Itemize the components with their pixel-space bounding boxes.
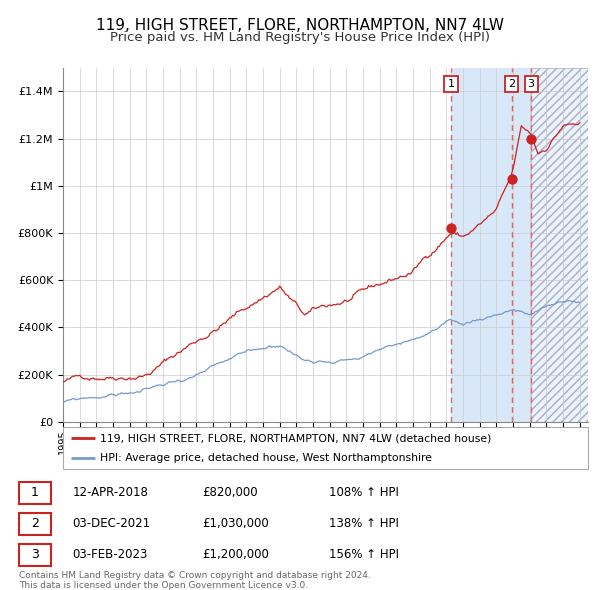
FancyBboxPatch shape [19,513,50,535]
Text: 2: 2 [31,517,38,530]
FancyBboxPatch shape [19,482,50,504]
Text: 119, HIGH STREET, FLORE, NORTHAMPTON, NN7 4LW: 119, HIGH STREET, FLORE, NORTHAMPTON, NN… [96,18,504,33]
Bar [531,68,588,422]
Text: 03-DEC-2021: 03-DEC-2021 [73,517,151,530]
Text: £820,000: £820,000 [202,486,258,499]
Point [446,224,456,233]
Text: 138% ↑ HPI: 138% ↑ HPI [329,517,398,530]
Text: HPI: Average price, detached house, West Northamptonshire: HPI: Average price, detached house, West… [100,453,432,463]
Text: 156% ↑ HPI: 156% ↑ HPI [329,548,399,561]
Text: Price paid vs. HM Land Registry's House Price Index (HPI): Price paid vs. HM Land Registry's House … [110,31,490,44]
Text: 2: 2 [508,79,515,88]
Bar [451,68,531,422]
FancyBboxPatch shape [19,544,50,566]
Text: 3: 3 [31,548,38,561]
Point [526,134,536,143]
FancyBboxPatch shape [63,427,588,469]
Text: £1,030,000: £1,030,000 [202,517,269,530]
Text: 12-APR-2018: 12-APR-2018 [73,486,148,499]
Text: 1: 1 [448,79,454,88]
Text: Contains HM Land Registry data © Crown copyright and database right 2024.: Contains HM Land Registry data © Crown c… [19,571,371,580]
Text: £1,200,000: £1,200,000 [202,548,269,561]
Bar [531,68,588,422]
Text: 03-FEB-2023: 03-FEB-2023 [73,548,148,561]
Text: This data is licensed under the Open Government Licence v3.0.: This data is licensed under the Open Gov… [19,581,308,590]
Text: 1: 1 [31,486,38,499]
Point [507,174,517,183]
Text: 3: 3 [527,79,535,88]
Text: 119, HIGH STREET, FLORE, NORTHAMPTON, NN7 4LW (detached house): 119, HIGH STREET, FLORE, NORTHAMPTON, NN… [100,433,491,443]
Text: 108% ↑ HPI: 108% ↑ HPI [329,486,398,499]
